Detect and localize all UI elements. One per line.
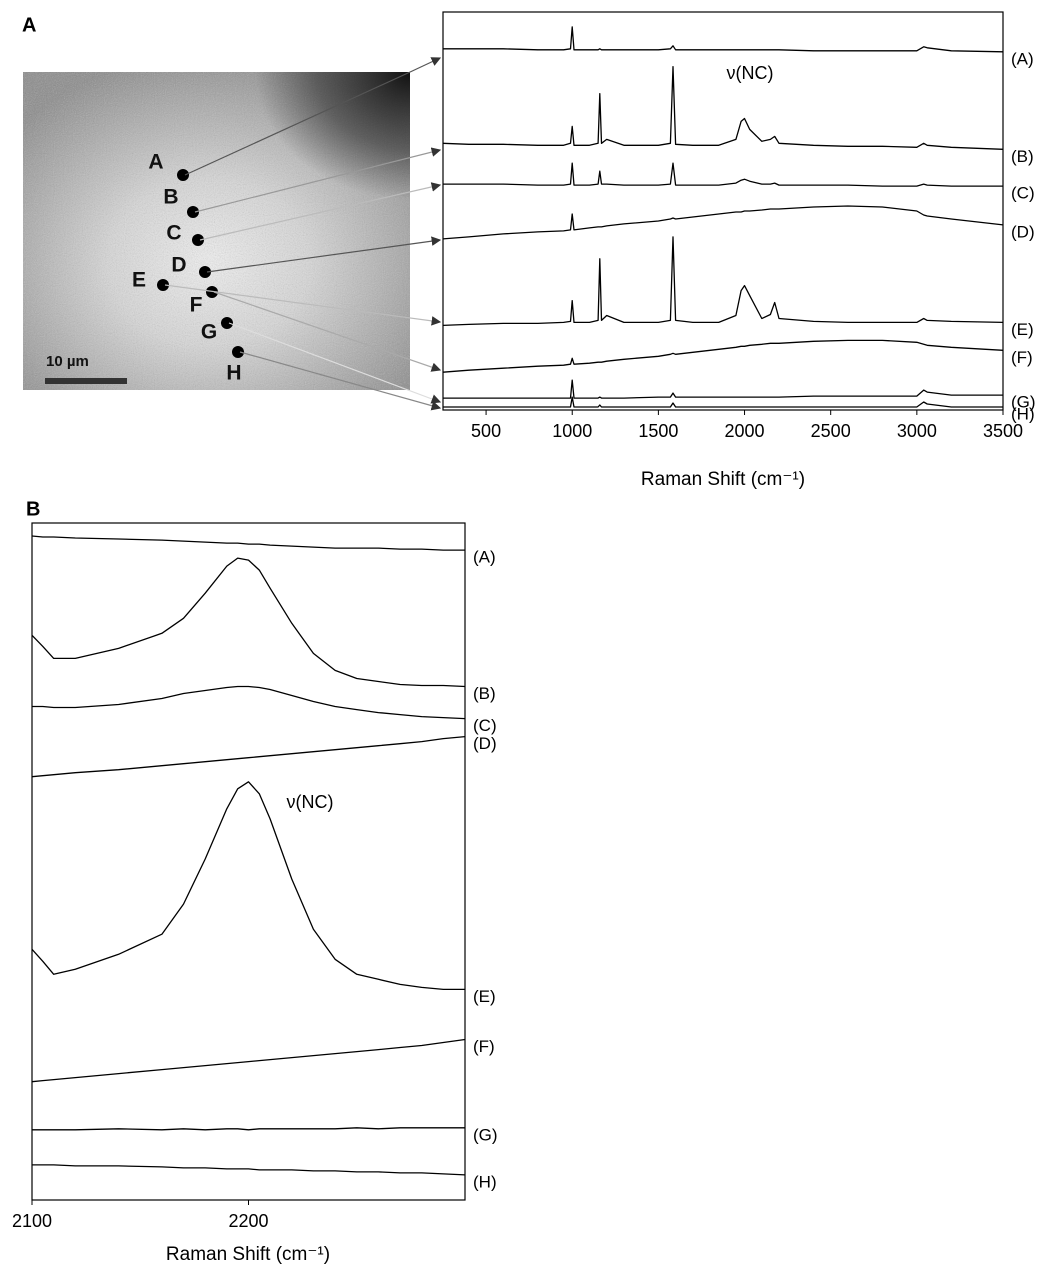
x-tick-label: 3500 — [983, 421, 1023, 441]
x-tick-label: 2500 — [811, 421, 851, 441]
leader-line — [194, 147, 442, 213]
legend-label: (F) — [473, 1037, 495, 1056]
sample-point — [157, 279, 169, 291]
legend-label: (C) — [1011, 184, 1035, 203]
legend-label: (F) — [1011, 348, 1033, 367]
spectrum-line — [443, 26, 1004, 53]
spectrum-line — [32, 1164, 466, 1176]
spectrum-line — [31, 781, 465, 991]
legend-label: (D) — [473, 734, 497, 753]
spectrum-line — [31, 735, 466, 778]
legend-label: (C) — [473, 716, 497, 735]
legend-label: (G) — [1011, 393, 1036, 412]
legend-label: (H) — [473, 1172, 497, 1191]
leader-line — [228, 322, 442, 404]
sample-point-label: B — [163, 186, 178, 209]
sample-point — [199, 266, 211, 278]
sample-point-label: E — [132, 269, 146, 292]
annotation: ν(NC) — [287, 792, 334, 812]
spectrum-line — [442, 66, 1004, 150]
leader-line — [206, 236, 442, 273]
leader-line — [407, 57, 442, 74]
legend-label: (D) — [1011, 222, 1035, 241]
leader-line — [164, 284, 442, 326]
sample-point-label: D — [171, 254, 186, 277]
scale-bar — [45, 378, 127, 384]
x-tick-label: 1000 — [552, 421, 592, 441]
legend-label: (B) — [1011, 147, 1034, 166]
plot-frame — [442, 11, 1004, 411]
spectrum-line — [442, 236, 1004, 327]
spectrum-panel: 2100 2200 Raman Shift (cm⁻¹) ν(NC) (A) (B) (C)… — [12, 522, 498, 1265]
spectrum-line — [442, 205, 1004, 240]
leader-line — [239, 351, 442, 411]
sample-point — [192, 234, 204, 246]
plot-frame — [31, 522, 466, 1201]
x-axis-label: Raman Shift (cm⁻¹) — [166, 1244, 330, 1265]
legend-label: (H) — [1011, 404, 1035, 423]
leader-line — [213, 291, 442, 372]
leader-line — [199, 182, 442, 241]
sample-point-label: G — [201, 321, 217, 344]
x-tick-label: 1500 — [638, 421, 678, 441]
sample-point-label: A — [148, 151, 163, 174]
legend-label: (G) — [473, 1125, 498, 1144]
x-tick-label: 500 — [471, 421, 501, 441]
sample-point-label: C — [166, 222, 181, 245]
annotation: ν(NC) — [727, 63, 774, 83]
leader-lines — [164, 57, 442, 411]
sample-point — [232, 346, 244, 358]
legend-label: (E) — [473, 987, 496, 1006]
legend-label: (B) — [473, 684, 496, 703]
x-axis-label: Raman Shift (cm⁻¹) — [641, 469, 805, 490]
sample-point — [187, 206, 199, 218]
spectrum-line — [443, 379, 1003, 399]
legend-label: (A) — [1011, 49, 1034, 68]
spectrum-line — [31, 1038, 466, 1083]
spectrum-line — [31, 535, 465, 551]
sample-point — [177, 169, 189, 181]
leader-line — [184, 72, 409, 176]
spectrum-line — [443, 396, 1003, 408]
spectrum-line — [442, 339, 1004, 373]
micrograph: 10 µm — [23, 72, 410, 390]
sample-point — [221, 317, 233, 329]
sample-point — [206, 286, 218, 298]
spectrum-line — [32, 1127, 465, 1131]
x-tick-label: 2100 — [12, 1211, 52, 1231]
legend-label: (A) — [473, 548, 496, 567]
scale-bar-label: 10 µm — [46, 353, 89, 370]
x-tick-label: 2200 — [228, 1211, 268, 1231]
spectrum-line — [32, 685, 466, 720]
x-tick-label: 2000 — [725, 421, 765, 441]
sample-point-label: H — [226, 362, 241, 385]
spectrum-line — [443, 162, 1003, 187]
spectrum-panel: 500 1000 1500 2000 2500 3000 3500 Raman Shift (… — [442, 11, 1036, 490]
panel-letter: B — [26, 498, 40, 520]
spectrum-line — [31, 557, 466, 688]
x-tick-label: 3000 — [897, 421, 937, 441]
panel-letter: A — [22, 14, 36, 36]
legend-label: (E) — [1011, 320, 1034, 339]
sample-point-label: F — [190, 294, 203, 317]
